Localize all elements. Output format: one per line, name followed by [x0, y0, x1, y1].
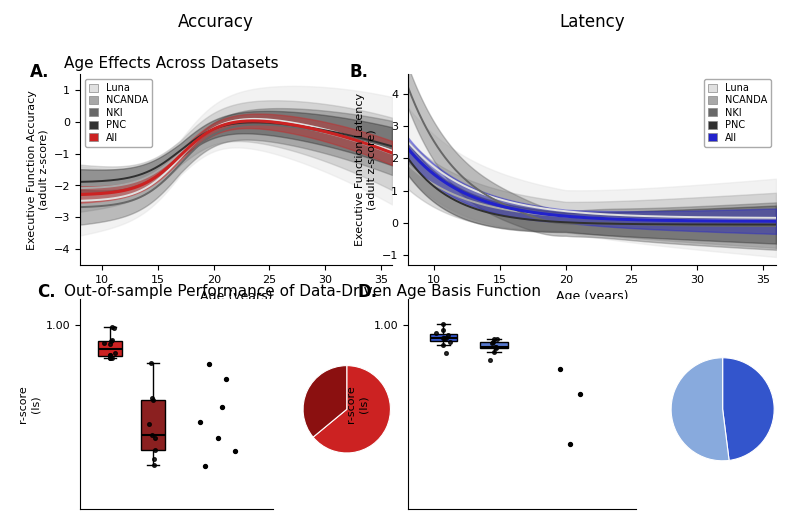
Point — [438, 334, 450, 342]
Wedge shape — [303, 366, 346, 437]
Point — [443, 338, 456, 347]
Point — [564, 440, 577, 448]
Point — [490, 334, 503, 343]
Point — [486, 339, 499, 348]
Point — [198, 462, 211, 470]
Text: Latency: Latency — [559, 13, 625, 31]
Point — [430, 329, 442, 338]
Point — [103, 354, 116, 363]
Text: B.: B. — [349, 63, 368, 81]
Point — [554, 364, 566, 373]
Legend: Luna, NCANDA, NKI, PNC, All: Luna, NCANDA, NKI, PNC, All — [704, 79, 771, 147]
Point — [488, 335, 501, 343]
Point — [109, 349, 122, 358]
PathPatch shape — [430, 333, 458, 341]
Point — [146, 430, 158, 439]
Wedge shape — [722, 358, 774, 461]
Point — [106, 335, 118, 344]
Text: Out-of-sample Performance of Data-Driven Age Basis Function: Out-of-sample Performance of Data-Driven… — [64, 284, 541, 298]
Point — [103, 350, 116, 359]
Wedge shape — [671, 358, 729, 461]
Point — [106, 323, 118, 332]
Point — [145, 394, 158, 402]
Point — [105, 337, 118, 346]
Point — [490, 342, 502, 351]
Point — [148, 461, 161, 470]
Point — [98, 339, 110, 347]
Point — [146, 396, 159, 404]
X-axis label: Age (years): Age (years) — [556, 290, 628, 303]
Point — [211, 434, 224, 442]
Point — [437, 341, 450, 349]
Point — [194, 418, 206, 427]
Point — [437, 320, 450, 328]
Point — [103, 354, 116, 363]
Y-axis label: Executive Function Accuracy
(adult z-score): Executive Function Accuracy (adult z-sco… — [26, 90, 48, 250]
Point — [220, 375, 233, 384]
Point — [437, 334, 450, 342]
Point — [103, 350, 116, 359]
Point — [147, 455, 160, 464]
Point — [145, 359, 158, 367]
Point — [439, 334, 452, 342]
Point — [483, 356, 496, 365]
Text: 48%: 48% — [643, 474, 673, 487]
PathPatch shape — [142, 400, 165, 450]
Y-axis label: Executive Function Latency
(adult z-score): Executive Function Latency (adult z-scor… — [354, 93, 376, 246]
Text: C.: C. — [38, 282, 56, 301]
Point — [228, 446, 241, 455]
Point — [574, 390, 586, 399]
Point — [215, 403, 228, 412]
Point — [106, 354, 118, 363]
Text: Accuracy: Accuracy — [178, 13, 254, 31]
Point — [489, 343, 502, 352]
X-axis label: Age (years): Age (years) — [200, 290, 272, 303]
Point — [441, 331, 454, 339]
Point — [143, 420, 156, 429]
Y-axis label: r-score
(ls): r-score (ls) — [18, 385, 40, 423]
PathPatch shape — [480, 342, 508, 348]
Point — [107, 324, 120, 332]
Legend: Luna, NCANDA, NKI, PNC, All: Luna, NCANDA, NKI, PNC, All — [85, 79, 152, 147]
Point — [489, 343, 502, 351]
Point — [202, 360, 215, 368]
PathPatch shape — [98, 341, 122, 356]
Text: 64%: 64% — [278, 463, 307, 476]
Point — [437, 325, 450, 334]
Point — [486, 338, 499, 346]
Point — [103, 340, 116, 348]
Point — [440, 349, 453, 358]
Text: Age Effects Across Datasets: Age Effects Across Datasets — [64, 56, 278, 70]
Y-axis label: r-score
(ls): r-score (ls) — [346, 385, 368, 423]
Text: A.: A. — [30, 63, 50, 81]
Point — [487, 347, 500, 356]
Point — [148, 446, 161, 454]
Text: D.: D. — [358, 282, 378, 301]
Point — [149, 434, 162, 442]
Wedge shape — [313, 366, 390, 453]
